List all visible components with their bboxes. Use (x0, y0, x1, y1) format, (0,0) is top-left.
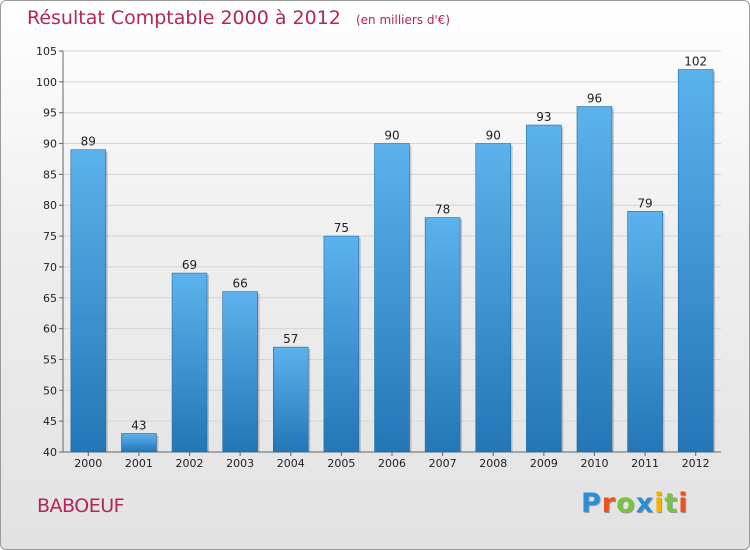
value-label: 79 (637, 196, 652, 210)
chart-title: Résultat Comptable 2000 à 2012 (en milli… (27, 7, 450, 29)
x-tick-label: 2002 (176, 457, 204, 470)
x-tick-label: 2003 (226, 457, 254, 470)
logo-letter: t (664, 488, 679, 519)
logo-letter: o (616, 488, 636, 519)
city-name: BABOEUF (37, 495, 125, 517)
bar (576, 106, 613, 453)
value-label: 66 (233, 277, 248, 291)
value-label: 43 (131, 418, 146, 432)
value-label: 69 (182, 258, 197, 272)
x-tick-label: 2004 (277, 457, 305, 470)
y-tick-label: 50 (43, 384, 57, 397)
proxiti-logo[interactable]: Proxiti (581, 488, 689, 519)
y-tick-label: 55 (43, 353, 57, 366)
bar (374, 143, 410, 453)
bar (70, 149, 107, 453)
value-label: 93 (536, 110, 551, 124)
bars (70, 69, 716, 453)
value-label: 90 (486, 129, 501, 143)
bar (475, 143, 511, 453)
y-tick-label: 100 (36, 76, 57, 89)
x-tick-label: 2006 (378, 457, 406, 470)
logo-letter: i (678, 488, 689, 519)
value-label: 89 (81, 135, 96, 149)
bar (273, 346, 309, 453)
bar (323, 235, 360, 453)
value-labels: 89 43 69 66 57 75 90 78 90 93 96 79 102 (81, 55, 707, 433)
x-tick-label: 2000 (74, 457, 102, 470)
y-tick-label: 70 (43, 261, 57, 274)
y-tick-label: 90 (43, 138, 57, 151)
x-tick-label: 2008 (479, 457, 507, 470)
x-tick-label: 2009 (530, 457, 558, 470)
value-label: 78 (435, 203, 450, 217)
bar (677, 69, 714, 453)
x-tick-labels: 2000 2001 2002 2003 2004 2005 2006 2007 2008 2009… (74, 457, 709, 470)
x-tick-label: 2007 (429, 457, 457, 470)
y-tick-label: 65 (43, 292, 57, 305)
y-tick-label: 80 (43, 199, 57, 212)
y-tick-label: 75 (43, 230, 57, 243)
logo-letter: P (581, 488, 602, 519)
bar (627, 211, 663, 453)
value-label: 57 (283, 332, 298, 346)
y-tick-labels: 40 45 50 55 60 65 70 75 80 85 90 95 100 105 (36, 45, 57, 459)
y-tick-label: 40 (43, 446, 57, 459)
x-tick-label: 2012 (682, 457, 710, 470)
value-label: 75 (334, 221, 349, 235)
value-label: 96 (587, 92, 602, 106)
y-tick-label: 95 (43, 107, 57, 120)
bar (424, 217, 461, 453)
bar (121, 433, 157, 453)
x-tick-label: 2011 (631, 457, 659, 470)
logo-letter: x (635, 488, 655, 519)
logo-letter: i (654, 488, 665, 519)
x-tick-label: 2001 (125, 457, 153, 470)
value-label: 90 (384, 129, 399, 143)
bar (526, 124, 562, 453)
y-tick-label: 85 (43, 168, 57, 181)
x-tick-label: 2005 (327, 457, 355, 470)
chart-title-unit: (en milliers d'€) (355, 13, 451, 27)
logo-letter: r (601, 488, 617, 519)
x-tick-label: 2010 (580, 457, 608, 470)
y-tick-label: 45 (43, 415, 57, 428)
y-tick-label: 105 (36, 45, 57, 58)
value-label: 102 (684, 55, 707, 69)
y-tick-label: 60 (43, 323, 57, 336)
bar (171, 272, 208, 453)
chart-title-main: Résultat Comptable 2000 à 2012 (27, 7, 341, 29)
bar (222, 291, 258, 453)
